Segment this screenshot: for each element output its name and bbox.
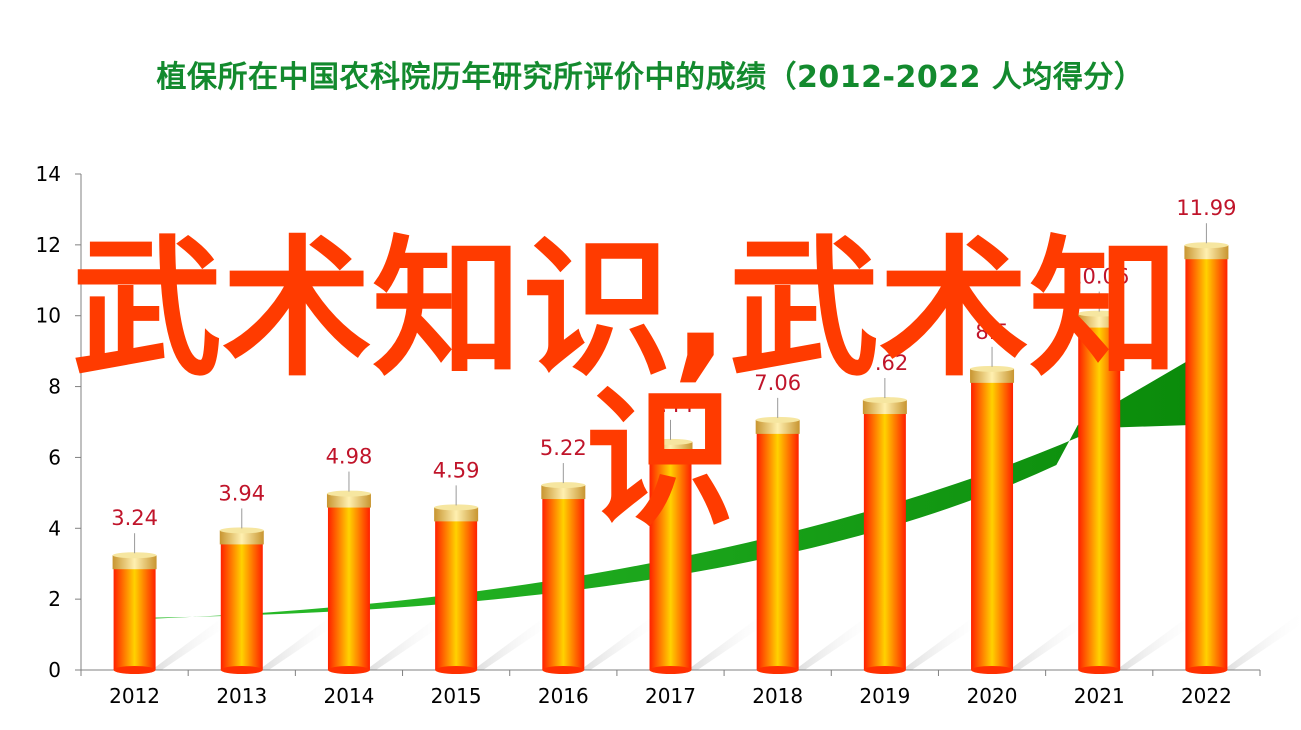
value-label: 3.94 (218, 481, 265, 505)
bar (971, 376, 1014, 670)
bar-cap-top (648, 438, 693, 445)
bar-shadow (687, 615, 772, 670)
value-label: 4.98 (326, 445, 373, 469)
value-label: 6.44 (647, 393, 694, 417)
bar-shadow (365, 615, 450, 670)
value-label: 11.99 (1176, 196, 1236, 220)
bar (220, 538, 263, 670)
bar (756, 427, 799, 670)
bar-cap (326, 493, 371, 508)
x-tick-label: 2016 (538, 684, 589, 708)
bar-base (756, 666, 799, 674)
bar-base (971, 666, 1014, 674)
value-label: 7.62 (861, 351, 908, 375)
bar-base (1185, 666, 1228, 674)
bar (1185, 253, 1228, 670)
bar-base (863, 666, 906, 674)
x-tick-label: 2020 (967, 684, 1018, 708)
bar-cap (541, 485, 586, 500)
value-label: 8.5 (975, 320, 1008, 344)
bar (863, 408, 906, 670)
y-tick-label: 12 (36, 233, 61, 257)
value-label: 3.24 (111, 506, 158, 530)
bar-base (220, 666, 263, 674)
bar-base (327, 666, 370, 674)
value-labels: 3.24 3.94 4.98 4.59 5.22 6.44 7.06 7.62 8.5 10.06… (111, 196, 1236, 554)
bar-shadow (580, 615, 665, 670)
bar (113, 563, 156, 670)
axes: 0 2 4 6 8 10 12 14 2012 2013 2014 2015 2016 2017 2018 2… (36, 162, 1261, 708)
x-tick-label: 2021 (1074, 684, 1125, 708)
bar-cap (755, 419, 800, 434)
value-label: 4.59 (433, 458, 480, 482)
bar-cap (648, 441, 693, 456)
bar-cap-top (112, 552, 157, 559)
x-tick-label: 2015 (431, 684, 482, 708)
x-tick-label: 2018 (752, 684, 803, 708)
bar-cap (1077, 313, 1122, 328)
bar-shadow (258, 615, 343, 670)
bar-shadows (151, 615, 1301, 670)
bars (112, 242, 1229, 674)
bar-base (435, 666, 478, 674)
bar-cap-top (219, 527, 264, 534)
y-tick-label: 4 (48, 516, 61, 540)
bar-cap-top (434, 504, 479, 511)
bar (542, 493, 585, 670)
y-tick-label: 2 (48, 587, 61, 611)
bar-cap (219, 530, 264, 545)
x-tick-label: 2022 (1181, 684, 1232, 708)
chart-title: 植保所在中国农科院历年研究所评价中的成绩（2012-2022 人均得分） (156, 60, 1145, 95)
bar-cap-top (862, 397, 907, 404)
bar (327, 501, 370, 670)
bar (1078, 321, 1121, 670)
value-label: 5.22 (540, 436, 587, 460)
bar-cap (862, 400, 907, 415)
bar-shadow (1116, 615, 1201, 670)
bar-cap (1184, 245, 1229, 260)
bar (435, 515, 478, 670)
value-label: 7.06 (754, 371, 801, 395)
bar-cap-top (755, 416, 800, 423)
bar (649, 449, 692, 670)
y-tick-label: 10 (36, 304, 61, 328)
bar-shadow (794, 615, 879, 670)
bar-shadow (151, 615, 236, 670)
bar-cap (112, 555, 157, 570)
bar-cap-top (1077, 310, 1122, 317)
bar-base (649, 666, 692, 674)
x-tick-label: 2019 (859, 684, 910, 708)
x-tick-label: 2013 (216, 684, 267, 708)
bar-cap-top (1184, 242, 1229, 249)
bar-cap-top (541, 482, 586, 489)
y-tick-label: 6 (48, 445, 61, 469)
x-tick-label: 2014 (324, 684, 375, 708)
bar-cap-top (970, 365, 1015, 372)
y-tick-label: 14 (36, 162, 61, 186)
y-tick-label: 0 (48, 658, 61, 682)
bar-base (113, 666, 156, 674)
bar-cap (970, 368, 1015, 383)
y-tick-label: 8 (48, 375, 61, 399)
x-tick-label: 2012 (109, 684, 160, 708)
bar-cap (434, 507, 479, 522)
x-tick-label: 2017 (645, 684, 696, 708)
bar-base (1078, 666, 1121, 674)
bar-shadow (473, 615, 558, 670)
bar-shadow (1009, 615, 1094, 670)
bar-base (542, 666, 585, 674)
bar-shadow (901, 615, 986, 670)
bar-shadow (1223, 615, 1301, 670)
bar-cap-top (326, 490, 371, 497)
value-label: 10.06 (1069, 265, 1129, 289)
